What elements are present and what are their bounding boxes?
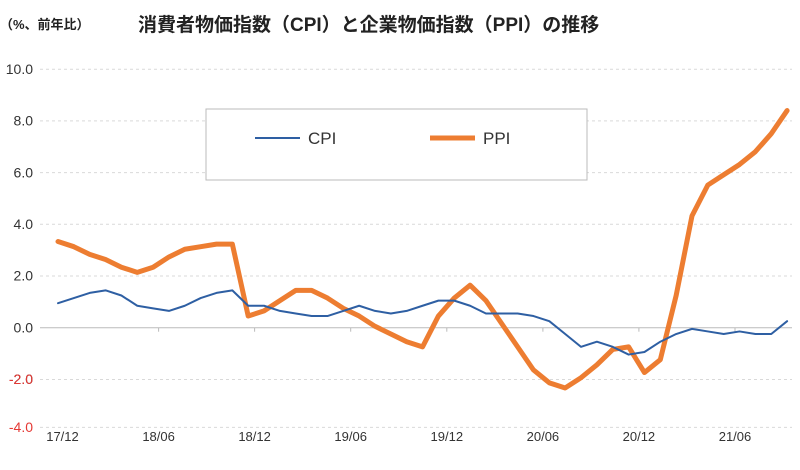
svg-text:20/06: 20/06 bbox=[527, 429, 560, 444]
svg-text:19/06: 19/06 bbox=[334, 429, 367, 444]
svg-text:10.0: 10.0 bbox=[6, 61, 33, 77]
svg-text:2.0: 2.0 bbox=[14, 268, 34, 284]
svg-text:21/06: 21/06 bbox=[719, 429, 752, 444]
svg-text:18/12: 18/12 bbox=[238, 429, 271, 444]
svg-text:0.0: 0.0 bbox=[14, 320, 34, 336]
svg-text:PPI: PPI bbox=[483, 129, 510, 148]
svg-text:19/12: 19/12 bbox=[431, 429, 464, 444]
svg-text:6.0: 6.0 bbox=[14, 165, 34, 181]
svg-text:-2.0: -2.0 bbox=[9, 371, 33, 387]
svg-text:CPI: CPI bbox=[308, 129, 336, 148]
svg-text:17/12: 17/12 bbox=[46, 429, 79, 444]
svg-text:18/06: 18/06 bbox=[142, 429, 175, 444]
svg-text:20/12: 20/12 bbox=[623, 429, 656, 444]
svg-text:-4.0: -4.0 bbox=[9, 419, 33, 435]
svg-text:8.0: 8.0 bbox=[14, 113, 34, 129]
svg-text:4.0: 4.0 bbox=[14, 216, 34, 232]
